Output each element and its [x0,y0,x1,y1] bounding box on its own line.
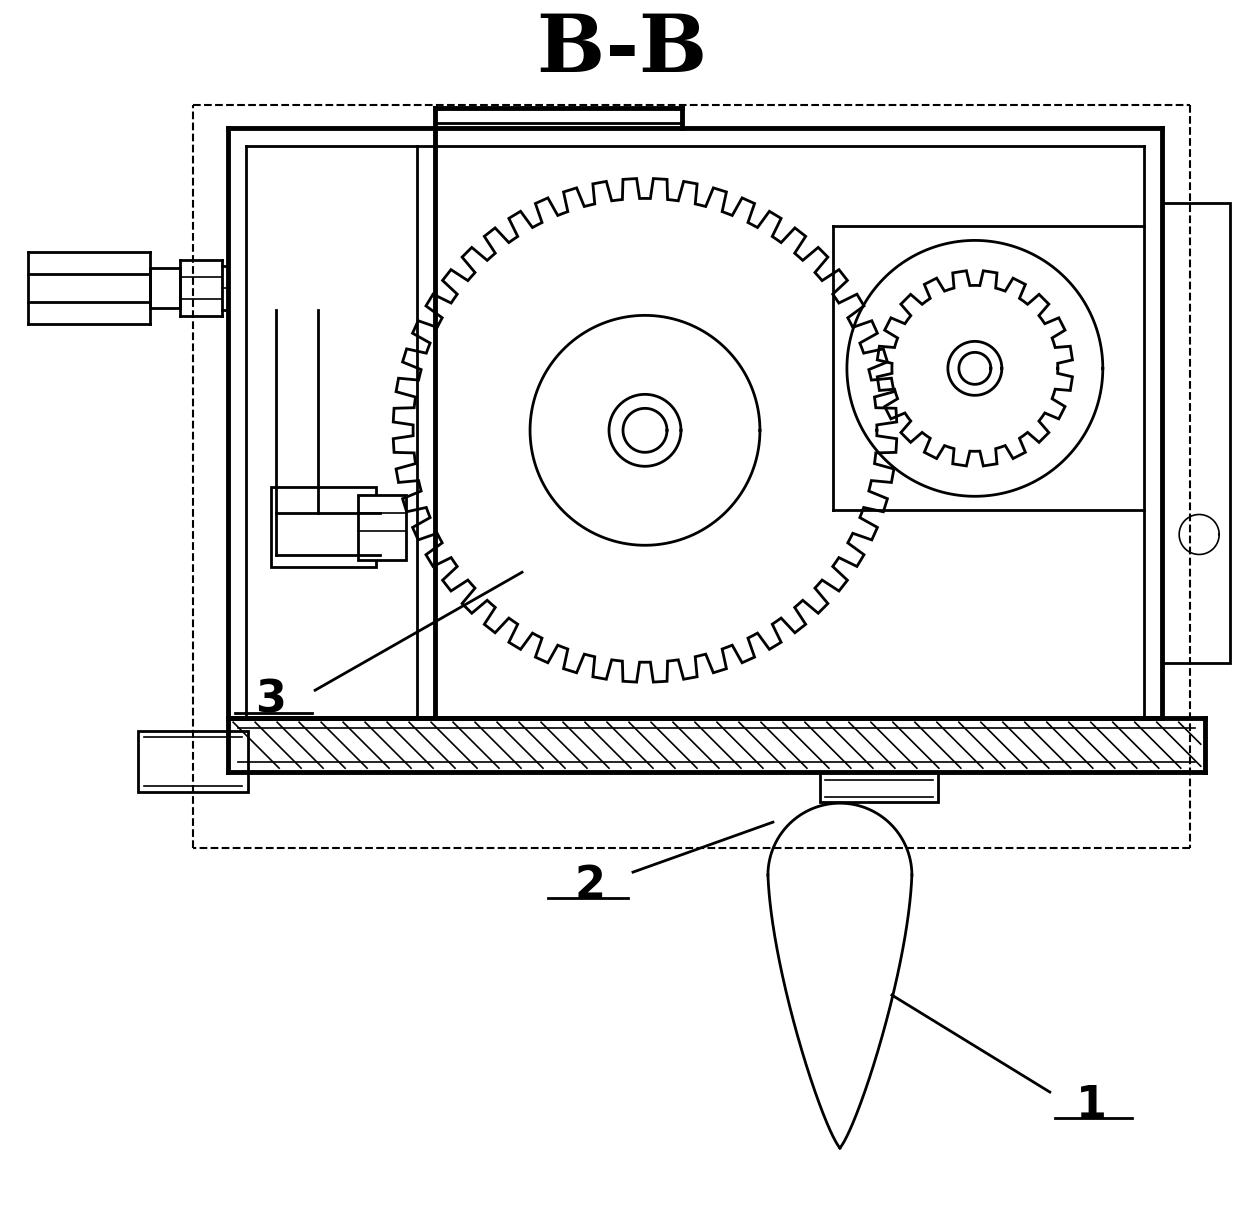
Bar [228,718,1205,772]
Bar [820,772,937,802]
Text: 3: 3 [254,679,285,722]
Bar [272,488,376,567]
Text: 2: 2 [574,863,605,907]
Text: 1: 1 [1076,1084,1107,1126]
Bar [358,495,405,561]
Text: B-B: B-B [537,11,708,89]
Bar [1162,204,1230,663]
Bar [138,731,248,792]
